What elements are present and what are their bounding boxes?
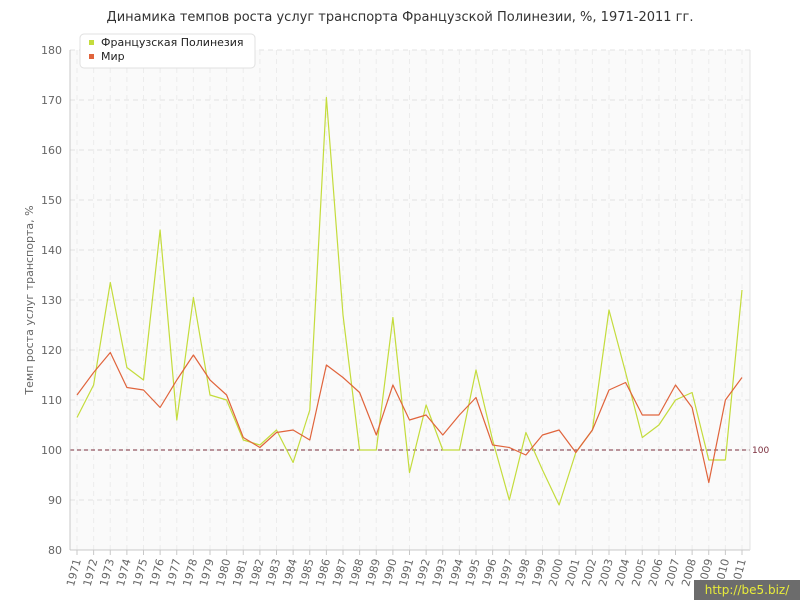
legend-swatch [89,40,94,45]
y-tick-label: 170 [41,94,62,107]
legend-box [79,33,256,69]
chart-title: Динамика темпов роста услуг транспорта Ф… [106,10,694,25]
reference-line-group: 100 [70,446,769,456]
legend-swatch [89,54,94,59]
y-tick-label: 100 [41,444,62,457]
y-tick-label: 130 [41,294,62,307]
y-tick-label: 110 [41,394,62,407]
reference-line-label: 100 [752,446,769,456]
gridlines [70,49,750,551]
y-tick-label: 120 [41,344,62,357]
series-line-1 [76,351,743,484]
y-tick-labels: 80 90 100 110 120 130 140 150 160 170 180 [41,44,62,557]
y-axis-label: Темп роста услуг транспорта, % [23,205,36,395]
y-tick-label: 80 [48,544,62,557]
y-tick-label: 90 [48,494,62,507]
series-lines [76,96,743,506]
y-tick-label: 180 [41,44,62,57]
legend-label: Мир [101,50,125,63]
y-tick-label: 140 [41,244,62,257]
x-tick-labels: 1971197219731974197519761977197819791980… [64,557,749,587]
watermark-link[interactable]: http://be5.biz/ [694,580,800,600]
y-tick-label: 150 [41,194,62,207]
legend-label: Французская Полинезия [101,36,244,49]
y-tick-label: 160 [41,144,62,157]
axes [69,50,751,555]
